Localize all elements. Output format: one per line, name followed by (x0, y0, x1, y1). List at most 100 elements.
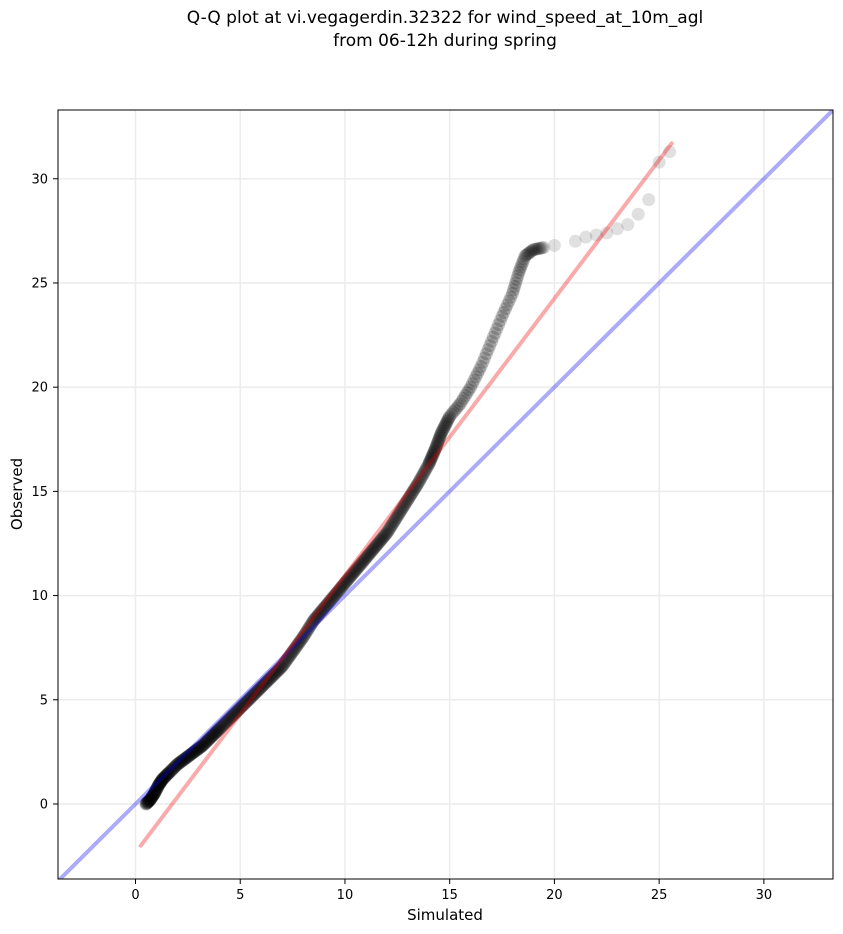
qq-point (159, 769, 173, 783)
qq-point (457, 391, 471, 405)
qq-point (247, 688, 261, 702)
qq-point (237, 697, 251, 711)
qq-point (434, 428, 448, 442)
qq-point (453, 397, 467, 411)
qq-point (500, 298, 514, 312)
qq-point (180, 750, 194, 764)
qq-point (322, 595, 336, 609)
qq-point (478, 351, 492, 365)
qq-point (326, 590, 340, 604)
qq-point (402, 491, 416, 505)
qq-point (155, 773, 169, 787)
qq-point (440, 414, 454, 428)
x-tick-label: 30 (756, 888, 773, 903)
qq-point (317, 601, 331, 615)
qq-point (378, 529, 392, 543)
qq-point (516, 254, 530, 268)
qq-point (349, 562, 363, 576)
qq-point (295, 632, 309, 646)
qq-point (472, 363, 486, 377)
qq-point (362, 547, 376, 561)
qq-point (276, 658, 290, 672)
qq-point (149, 782, 163, 796)
qq-point (160, 768, 174, 782)
qq-point (438, 419, 452, 433)
qq-point (151, 779, 165, 793)
qq-point (450, 401, 464, 415)
qq-point (371, 536, 385, 550)
qq-point (266, 669, 280, 683)
qq-point (396, 501, 410, 515)
qq-point (428, 443, 442, 457)
qq-point (149, 783, 163, 797)
qq-point (439, 418, 452, 432)
qq-point (222, 713, 236, 727)
qq-point (334, 581, 348, 595)
qq-point (154, 774, 168, 788)
qq-point (232, 702, 246, 716)
qq-point (479, 347, 493, 361)
qq-point (300, 624, 314, 638)
x-axis-ticks: 0 5 10 15 20 25 30 (131, 879, 772, 903)
qq-point (384, 519, 398, 533)
qq-point (268, 667, 282, 681)
qq-point (524, 245, 538, 259)
qq-point (297, 629, 311, 643)
qq-point (393, 504, 407, 518)
qq-point (610, 222, 624, 236)
qq-point (341, 572, 355, 586)
qq-point (327, 589, 341, 603)
chart-title-block: Q-Q plot at vi.vegagerdin.32322 for wind… (0, 7, 843, 53)
qq-point (206, 729, 220, 743)
qq-point (309, 611, 323, 625)
qq-point (398, 498, 412, 512)
qq-point (215, 719, 229, 733)
qq-point (382, 523, 396, 537)
qq-point (433, 429, 447, 443)
qq-point (148, 785, 162, 799)
qq-point (182, 749, 196, 763)
qq-point (316, 602, 330, 616)
qq-point (360, 550, 374, 564)
qq-point (343, 570, 357, 584)
qq-point (460, 386, 474, 400)
qq-point (292, 636, 306, 650)
qq-point (356, 555, 370, 569)
qq-point (187, 745, 201, 759)
qq-point (425, 450, 439, 464)
qq-point (427, 444, 441, 458)
qq-point (507, 283, 521, 297)
qq-point (208, 726, 222, 740)
qq-point (325, 591, 339, 605)
qq-point (252, 682, 266, 696)
qq-point (530, 242, 544, 256)
qq-point (156, 771, 170, 785)
qq-point (152, 777, 166, 791)
qq-point (180, 751, 194, 765)
qq-point (410, 478, 424, 492)
qq-point (400, 494, 414, 508)
qq-point (291, 638, 305, 652)
qq-point (437, 421, 451, 435)
qq-point (417, 467, 431, 481)
qq-point (535, 241, 549, 255)
qq-point (169, 759, 183, 773)
qq-point (419, 463, 433, 477)
qq-point (397, 499, 411, 513)
qq-point (336, 579, 350, 593)
qq-point (147, 788, 161, 802)
qq-point (281, 651, 295, 665)
y-tick-label: 0 (40, 797, 48, 812)
qq-point (446, 405, 460, 419)
plot-frame (57, 109, 834, 880)
qq-point (412, 474, 426, 488)
identity-line (58, 110, 833, 879)
y-tick-label: 5 (40, 693, 48, 708)
qq-point (255, 679, 269, 693)
qq-point (405, 486, 419, 500)
qq-point (142, 794, 156, 808)
qq-point (342, 571, 356, 585)
qq-point (434, 426, 448, 440)
qq-point (199, 735, 213, 749)
